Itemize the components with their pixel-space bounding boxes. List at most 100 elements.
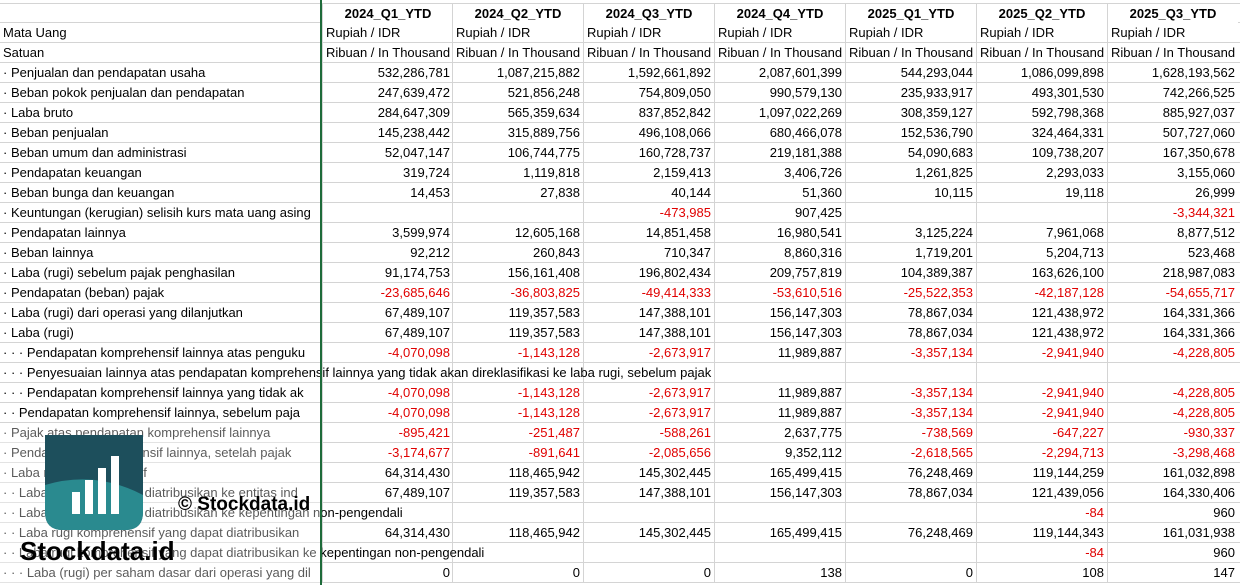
row-label: · · · Penyesuaian lainnya atas pendapata…: [3, 365, 712, 380]
value-cell: -2,941,940: [976, 383, 1107, 402]
value-cell: -3,344,321: [1107, 203, 1238, 222]
table-row: · Laba rugi komprehensif64,314,430118,46…: [0, 463, 1240, 483]
value-cell: 165,499,415: [714, 463, 845, 482]
value-cell: 40,144: [583, 183, 714, 202]
value-cell: 960: [1107, 503, 1238, 522]
table-row: · · · Pendapatan komprehensif lainnya ya…: [0, 383, 1240, 403]
value-cell: 11,989,887: [714, 403, 845, 422]
value-cell: 319,724: [322, 163, 453, 182]
row-label: · Laba bruto: [3, 105, 74, 120]
row-label: · · · Laba (rugi) per saham dasar dari o…: [0, 563, 314, 582]
value-cell: 3,125,224: [845, 223, 976, 242]
column-header: 2025_Q3_YTD: [1107, 4, 1238, 23]
value-cell: 91,174,753: [322, 263, 453, 282]
value-cell: [714, 363, 845, 382]
row-label: · Pendapatan (beban) pajak: [3, 285, 165, 300]
value-cell: -738,569: [845, 423, 976, 442]
value-cell: 8,860,316: [714, 243, 845, 262]
value-cell: 493,301,530: [976, 83, 1107, 102]
value-cell: -2,941,940: [976, 403, 1107, 422]
table-row: · · Laba rugi komprehensif yang dapat di…: [0, 543, 1240, 563]
value-cell: 12,605,168: [452, 223, 583, 242]
value-cell: 147,388,101: [583, 323, 714, 342]
value-cell: -4,228,805: [1107, 343, 1238, 362]
row-label: · · · Pendapatan komprehensif lainnya at…: [3, 345, 306, 360]
value-cell: -251,487: [452, 423, 583, 442]
value-cell: 92,212: [322, 243, 453, 262]
value-cell: 14,851,458: [583, 223, 714, 242]
table-row: · Laba (rugi) dari operasi yang dilanjut…: [0, 303, 1240, 323]
value-cell: 147,388,101: [583, 483, 714, 502]
value-cell: 76,248,469: [845, 523, 976, 542]
value-cell: 260,843: [452, 243, 583, 262]
value-cell: 9,352,112: [714, 443, 845, 462]
value-cell: 67,489,107: [322, 323, 453, 342]
table-row: · Laba (rugi) 67,489,107 119,357,583 147,38…: [0, 323, 1240, 343]
value-cell: Rupiah / IDR: [583, 23, 714, 42]
row-label: · Pendapatan keuangan: [3, 165, 142, 180]
value-cell: 147: [1107, 563, 1238, 582]
value-cell: 3,155,060: [1107, 163, 1238, 182]
value-cell: 1,086,099,898: [976, 63, 1107, 82]
value-cell: 156,147,303: [714, 303, 845, 322]
value-cell: 218,987,083: [1107, 263, 1238, 282]
value-cell: Ribuan / In Thousand: [1107, 43, 1238, 62]
value-cell: 2,087,601,399: [714, 63, 845, 82]
value-cell: 2,293,033: [976, 163, 1107, 182]
value-cell: 156,147,303: [714, 483, 845, 502]
value-cell: -84: [976, 543, 1107, 562]
row-label: · Laba (rugi): [3, 325, 74, 340]
value-cell: 209,757,819: [714, 263, 845, 282]
value-cell: 11,989,887: [714, 343, 845, 362]
value-cell: -647,227: [976, 423, 1107, 442]
value-cell: [976, 203, 1107, 222]
value-cell: -54,655,717: [1107, 283, 1238, 302]
table-row: · Keuntungan (kerugian) selisih kurs mat…: [0, 203, 1240, 223]
value-cell: 16,980,541: [714, 223, 845, 242]
value-cell: 196,802,434: [583, 263, 714, 282]
value-cell: 7,961,068: [976, 223, 1107, 242]
row-label: · Keuntungan (kerugian) selisih kurs mat…: [3, 205, 311, 220]
row-label: · · Laba rugi komprehensif yang dapat di…: [3, 545, 485, 560]
value-cell: 5,204,713: [976, 243, 1107, 262]
value-cell: [322, 543, 453, 562]
value-cell: 0: [845, 563, 976, 582]
value-cell: -3,357,134: [845, 343, 976, 362]
value-cell: 219,181,388: [714, 143, 845, 162]
table-row: · Beban bunga dan keuangan 14,453 27,838 40…: [0, 183, 1240, 203]
column-header: 2024_Q3_YTD: [583, 4, 714, 23]
value-cell: Ribuan / In Thousand: [583, 43, 714, 62]
value-cell: 119,144,343: [976, 523, 1107, 542]
value-cell: 167,350,678: [1107, 143, 1238, 162]
table-row: · · · Laba (rugi) per saham dasar dari o…: [0, 563, 1240, 583]
value-cell: 147,388,101: [583, 303, 714, 322]
value-cell: -4,070,098: [322, 383, 453, 402]
value-cell: 324,464,331: [976, 123, 1107, 142]
value-cell: 742,266,525: [1107, 83, 1238, 102]
value-cell: 3,599,974: [322, 223, 453, 242]
value-cell: 1,087,215,882: [452, 63, 583, 82]
value-cell: Rupiah / IDR: [714, 23, 845, 42]
value-cell: 837,852,842: [583, 103, 714, 122]
row-label: · · · Pendapatan komprehensif lainnya ya…: [3, 385, 304, 400]
value-cell: 161,032,898: [1107, 463, 1238, 482]
row-label: Satuan: [3, 45, 45, 60]
value-cell: Rupiah / IDR: [976, 23, 1107, 42]
table-row: · Laba bruto 284,647,309 565,359,634 837,85…: [0, 103, 1240, 123]
value-cell: 119,357,583: [452, 323, 583, 342]
value-cell: -3,298,468: [1107, 443, 1238, 462]
table-row: · Pendapatan komprehensif lainnya, setel…: [0, 443, 1240, 463]
value-cell: -2,085,656: [583, 443, 714, 462]
value-cell: 156,147,303: [714, 323, 845, 342]
value-cell: -4,070,098: [322, 343, 453, 362]
value-cell: Ribuan / In Thousand: [322, 43, 453, 62]
table-row: · · · Pendapatan komprehensif lainnya at…: [0, 343, 1240, 363]
row-label: · Beban lainnya: [3, 245, 94, 260]
value-cell: -84: [976, 503, 1107, 522]
value-cell: 0: [583, 563, 714, 582]
value-cell: 592,798,368: [976, 103, 1107, 122]
value-cell: -23,685,646: [322, 283, 453, 302]
value-cell: [845, 363, 976, 382]
